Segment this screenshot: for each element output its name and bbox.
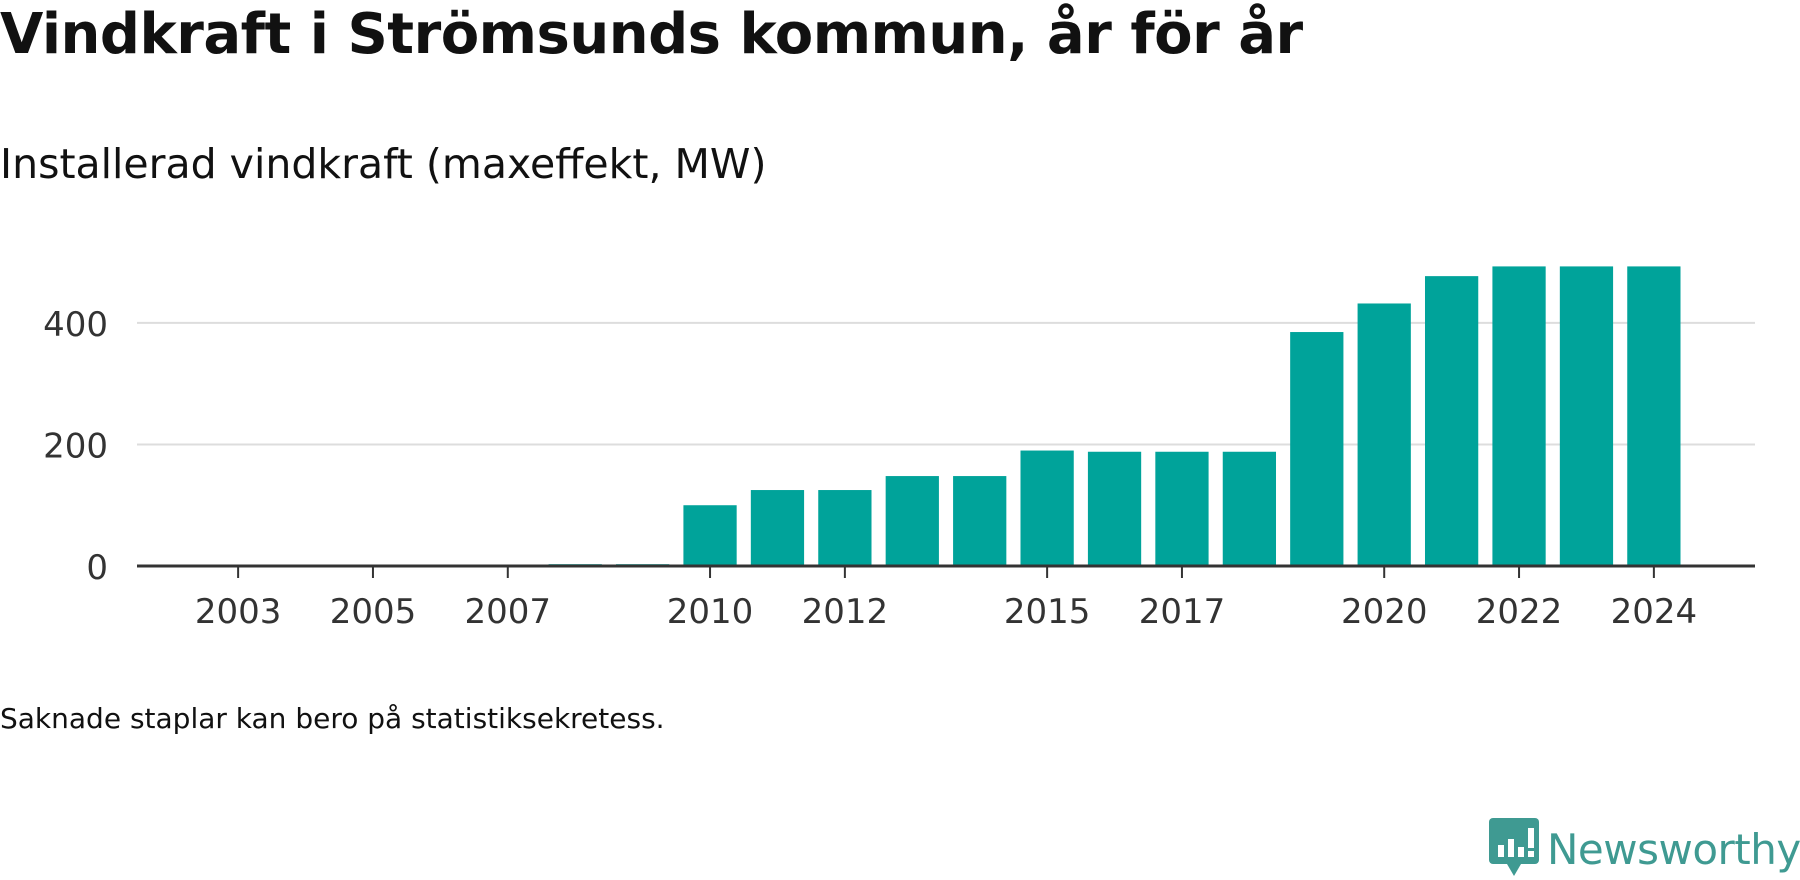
bar-2010 <box>683 505 737 566</box>
footnote: Saknade staplar kan bero på statistiksek… <box>0 702 665 735</box>
gridlines <box>137 321 1755 446</box>
bar-2014 <box>953 476 1007 566</box>
bar-2020 <box>1357 303 1411 566</box>
x-tick-label: 2012 <box>802 592 889 632</box>
x-tick-label: 2015 <box>1004 592 1091 632</box>
bar-2017 <box>1155 451 1209 566</box>
bar-2021 <box>1424 276 1479 566</box>
y-tick-label: 400 <box>43 305 108 345</box>
x-tick-label: 2022 <box>1476 592 1563 632</box>
x-tick-label: 2017 <box>1139 592 1226 632</box>
newsworthy-logo-text: Newsworthy <box>1547 824 1800 874</box>
bar-2019 <box>1290 332 1344 566</box>
bar-chart: 0 200 400 2003 2005 2007 2010 2012 2015 2017 2020… <box>43 266 1755 632</box>
bar-2012 <box>818 490 872 566</box>
bar-2013 <box>885 476 939 566</box>
y-axis-labels: 0 200 400 <box>43 305 108 588</box>
x-tick-label: 2020 <box>1341 592 1428 632</box>
chart-subtitle: Installerad vindkraft (maxeffekt, MW) <box>0 140 767 188</box>
x-axis <box>137 564 1755 578</box>
x-tick-label: 2003 <box>195 592 282 632</box>
bar-2016 <box>1087 451 1142 566</box>
newsworthy-logo: Newsworthy <box>1489 818 1800 880</box>
x-tick-label: 2005 <box>330 592 417 632</box>
bar-2015 <box>1020 450 1074 566</box>
bar-2024 <box>1627 266 1681 566</box>
y-tick-label: 0 <box>86 548 108 588</box>
x-axis-labels: 2003 2005 2007 2010 2012 2015 2017 2020 2022 2024 <box>195 592 1697 632</box>
bar-2011 <box>750 490 805 566</box>
x-tick-label: 2007 <box>465 592 552 632</box>
bar-2022 <box>1492 266 1546 566</box>
newsworthy-logo-icon <box>1489 818 1539 876</box>
bar-2018 <box>1222 451 1277 566</box>
chart-title: Vindkraft i Strömsunds kommun, år för år <box>0 2 1303 67</box>
bars <box>548 266 1681 566</box>
bar-2023 <box>1559 266 1614 566</box>
x-tick-label: 2024 <box>1611 592 1698 632</box>
y-tick-label: 200 <box>43 426 108 466</box>
x-tick-label: 2010 <box>667 592 754 632</box>
